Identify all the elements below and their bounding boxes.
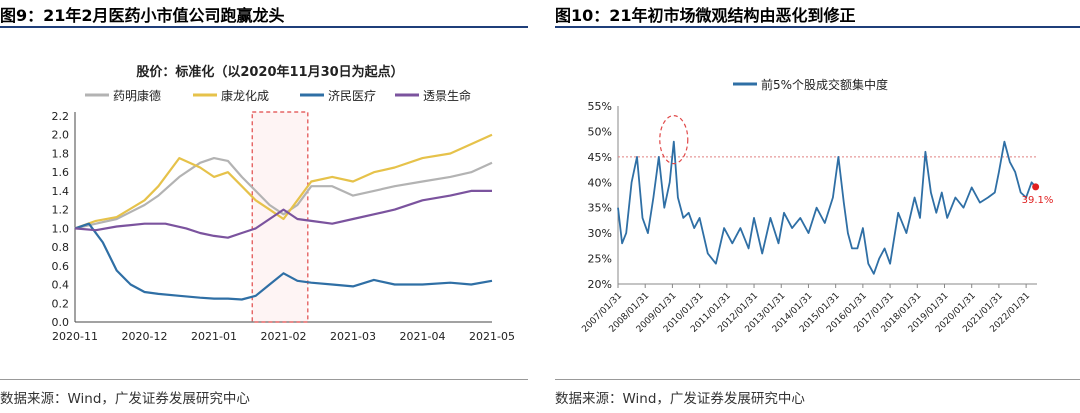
legend-label: 康龙化成 xyxy=(221,88,269,103)
right-figure-title: 图10：21年初市场微观结构由恶化到修正 xyxy=(555,6,856,25)
y-tick-label: 55% xyxy=(588,100,612,113)
right-title-rule xyxy=(555,26,1080,28)
left-title-rule xyxy=(0,26,528,28)
left-bottom-rule xyxy=(0,379,528,380)
series-line xyxy=(74,157,493,230)
y-tick-label: 1.0 xyxy=(52,222,70,235)
y-tick-label: 0.4 xyxy=(52,279,70,292)
y-tick-label: 0.6 xyxy=(52,260,70,273)
legend-label: 透景生命 xyxy=(423,88,471,103)
y-tick-label: 0.0 xyxy=(52,316,70,329)
y-tick-label: 50% xyxy=(588,125,612,138)
series-line xyxy=(74,133,493,230)
x-tick-label: 2021-01 xyxy=(191,330,237,343)
y-tick-label: 0.2 xyxy=(52,297,70,310)
y-tick-label: 1.8 xyxy=(52,147,70,160)
peak-highlight-ellipse xyxy=(659,115,689,165)
series-line xyxy=(617,140,1037,275)
y-tick-label: 1.6 xyxy=(52,166,70,179)
y-tick-label: 1.4 xyxy=(52,185,70,198)
y-tick-label: 25% xyxy=(588,253,612,266)
series-line xyxy=(74,222,493,301)
y-tick-label: 40% xyxy=(588,176,612,189)
x-tick-label: 2021-02 xyxy=(261,330,307,343)
legend-label: 前5%个股成交额集中度 xyxy=(761,77,888,92)
right-chart: 前5%个股成交额集中度20%25%30%35%40%45%50%55%2007/… xyxy=(580,77,1054,335)
left-source-note: 数据来源：Wind，广发证券发展研究中心 xyxy=(0,391,250,407)
x-tick-label: 2021-05 xyxy=(469,330,515,343)
right-source-note: 数据来源：Wind，广发证券发展研究中心 xyxy=(555,391,805,407)
x-tick-label: 2020-11 xyxy=(52,330,98,343)
chart-title: 股价：标准化（以2020年11月30日为起点） xyxy=(136,64,403,80)
y-tick-label: 45% xyxy=(588,151,612,164)
y-tick-label: 1.2 xyxy=(52,204,70,217)
legend-label: 药明康德 xyxy=(113,88,161,103)
y-tick-label: 20% xyxy=(588,278,612,291)
left-chart: 股价：标准化（以2020年11月30日为起点） 药明康德 康龙化成 济民医疗 透景生命 0… xyxy=(52,64,515,343)
y-tick-label: 35% xyxy=(588,202,612,215)
legend-label: 济民医疗 xyxy=(328,88,376,103)
left-figure-title: 图9：21年2月医药小市值公司跑赢龙头 xyxy=(0,6,285,25)
x-tick-label: 2021-04 xyxy=(400,330,446,343)
y-tick-label: 2.2 xyxy=(52,110,70,123)
series-line xyxy=(74,189,492,239)
y-tick-label: 30% xyxy=(588,227,612,240)
end-point-marker xyxy=(1032,183,1040,191)
y-tick-label: 0.8 xyxy=(52,241,70,254)
right-bottom-rule xyxy=(555,379,1080,380)
end-value-label: 39.1% xyxy=(1022,195,1054,206)
x-tick-label: 2020-12 xyxy=(122,330,168,343)
x-tick-label: 2021-03 xyxy=(330,330,376,343)
y-tick-label: 2.0 xyxy=(52,129,70,142)
